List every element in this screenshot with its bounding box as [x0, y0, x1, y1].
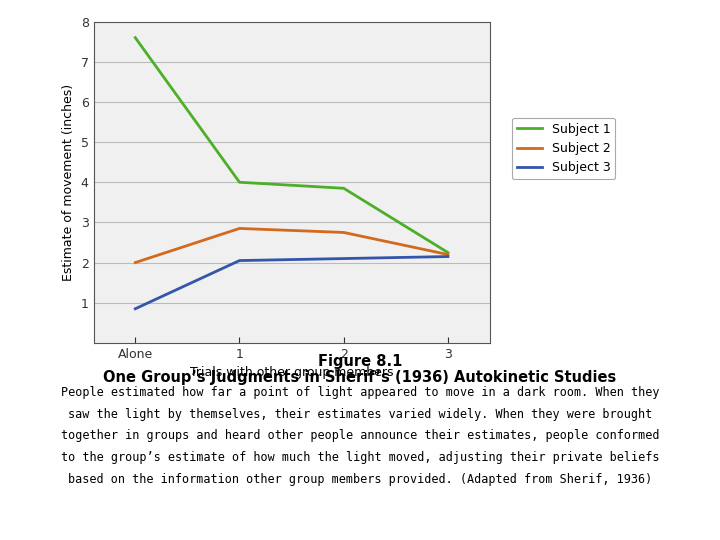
Text: based on the information other group members provided. (Adapted from Sherif, 193: based on the information other group mem… [68, 472, 652, 485]
Text: saw the light by themselves, their estimates varied widely. When they were broug: saw the light by themselves, their estim… [68, 408, 652, 421]
Text: Elliot Aronson | Timothy D. Wilson | Robin M. Akert: Elliot Aronson | Timothy D. Wilson | Rob… [126, 520, 354, 529]
Legend: Subject 1, Subject 2, Subject 3: Subject 1, Subject 2, Subject 3 [512, 118, 616, 179]
Text: PEARSON: PEARSON [644, 505, 720, 523]
X-axis label: Trials with other group members: Trials with other group members [190, 366, 393, 379]
Text: ©2013 Pearson Education, Inc.: ©2013 Pearson Education, Inc. [504, 500, 644, 509]
Text: All Rights Reserved.: All Rights Reserved. [504, 520, 595, 529]
Text: Figure 8.1: Figure 8.1 [318, 354, 402, 369]
Text: People estimated how far a point of light appeared to move in a dark room. When : People estimated how far a point of ligh… [60, 386, 660, 399]
Text: together in groups and heard other people announce their estimates, people confo: together in groups and heard other peopl… [60, 429, 660, 442]
Y-axis label: Estimate of movement (inches): Estimate of movement (inches) [62, 84, 75, 281]
Text: to the group’s estimate of how much the light moved, adjusting their private bel: to the group’s estimate of how much the … [60, 451, 660, 464]
Text: Social Psychology, Eighth Edition: Social Psychology, Eighth Edition [126, 500, 274, 509]
Text: One Group’s Judgments in Sherif’s (1936) Autokinetic Studies: One Group’s Judgments in Sherif’s (1936)… [104, 370, 616, 385]
Text: ALWAYS LEARNING: ALWAYS LEARNING [14, 507, 109, 516]
